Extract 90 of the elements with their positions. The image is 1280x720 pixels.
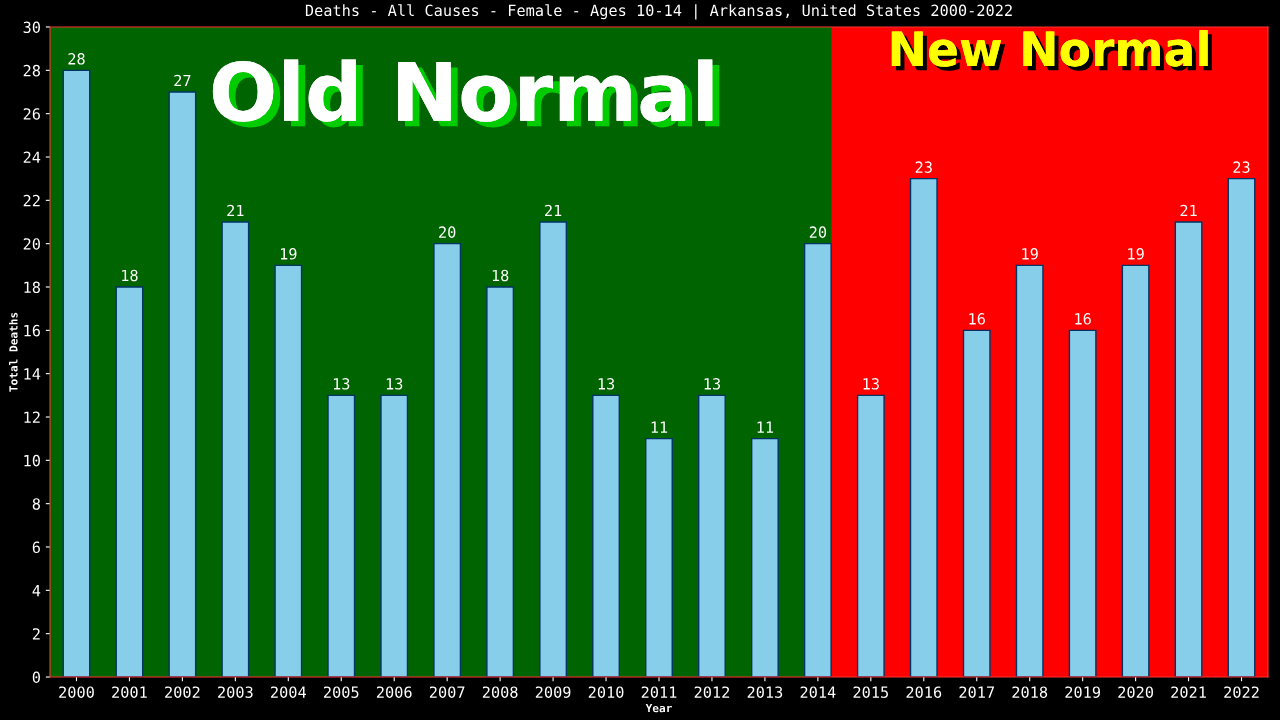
- x-tick-label: 2002: [165, 686, 200, 698]
- bar: [539, 221, 568, 677]
- y-tick-label: 18: [24, 281, 40, 294]
- x-tick-label: 2016: [906, 686, 942, 698]
- data-label: 21: [1180, 204, 1197, 217]
- x-tick-label: 2022: [1224, 686, 1259, 698]
- y-tick-label: 22: [23, 194, 40, 207]
- y-tick-label: 26: [23, 108, 40, 120]
- x-tick-label: 2000: [59, 686, 94, 698]
- bar: [856, 394, 885, 677]
- bar: [962, 329, 991, 677]
- x-tick-label: 2009: [535, 686, 571, 698]
- bar: [486, 286, 515, 677]
- x-tick-label: 2004: [271, 686, 306, 698]
- bar: [1121, 264, 1150, 677]
- bar: [698, 394, 726, 677]
- data-label: 18: [122, 269, 138, 282]
- data-label: 21: [227, 204, 244, 217]
- data-label: 19: [280, 248, 297, 260]
- band-label: New Normal: [891, 30, 1212, 71]
- y-tick-label: 10: [24, 454, 40, 467]
- y-tick-label: 14: [24, 368, 41, 380]
- x-tick-label: 2020: [1118, 686, 1154, 698]
- x-tick-label: 2018: [1012, 686, 1048, 698]
- bar: [1227, 177, 1256, 677]
- data-label: 19: [1022, 248, 1038, 260]
- data-label: 21: [545, 204, 562, 217]
- bar: [750, 437, 779, 677]
- data-label: 28: [68, 53, 85, 65]
- data-label: 18: [492, 269, 509, 282]
- data-label: 23: [915, 161, 932, 173]
- x-tick-label: 2005: [324, 686, 359, 698]
- x-tick-label: 2001: [112, 686, 147, 698]
- data-label: 19: [1128, 248, 1144, 260]
- bar: [433, 242, 462, 677]
- band-label: Old Normal: [212, 59, 720, 128]
- data-label: 16: [969, 313, 985, 325]
- y-axis-title: Total Deaths: [9, 312, 18, 392]
- bar: [115, 286, 144, 677]
- data-label: 27: [174, 74, 191, 87]
- y-tick-label: 20: [23, 238, 40, 250]
- x-tick-label: 2017: [959, 686, 994, 698]
- x-tick-label: 2019: [1065, 686, 1101, 698]
- x-axis-title: Year: [645, 704, 672, 713]
- y-tick-label: 4: [32, 585, 41, 597]
- x-tick-label: 2011: [641, 686, 677, 698]
- x-tick-label: 2007: [429, 686, 465, 698]
- x-tick-label: 2015: [853, 686, 888, 698]
- x-tick-label: 2012: [694, 686, 730, 698]
- bar: [1174, 221, 1203, 677]
- y-tick-label: 16: [24, 324, 40, 337]
- x-tick-label: 2014: [800, 686, 836, 698]
- data-label: 13: [598, 378, 615, 390]
- y-tick-label: 24: [23, 151, 41, 163]
- bar: [327, 394, 356, 677]
- y-tick-label: 30: [23, 21, 40, 34]
- bar: [909, 177, 938, 677]
- bar: [592, 394, 620, 677]
- x-tick-label: 2021: [1171, 686, 1206, 698]
- data-label: 23: [1233, 161, 1250, 173]
- y-tick-label: 8: [32, 498, 40, 510]
- x-tick-label: 2013: [747, 686, 783, 698]
- data-label: 13: [386, 378, 403, 390]
- bar: [645, 437, 673, 677]
- y-tick-label: 28: [23, 64, 40, 77]
- x-tick-label: 2010: [588, 686, 624, 698]
- data-label: 20: [809, 226, 827, 238]
- data-label: 20: [439, 226, 456, 238]
- chart-title: Deaths - All Causes - Female - Ages 10-14 | Arkansas, United States 2000-2022: [305, 4, 1012, 20]
- y-tick-label: 2: [32, 628, 40, 640]
- bar: [168, 91, 197, 677]
- bar: [221, 221, 250, 677]
- y-tick-label: 12: [24, 411, 40, 423]
- data-label: 11: [757, 421, 774, 433]
- bar: [62, 69, 91, 677]
- x-tick-label: 2006: [376, 686, 412, 698]
- y-tick-label: 0: [32, 671, 40, 684]
- bar: [274, 264, 303, 677]
- x-tick-label: 2008: [482, 686, 518, 698]
- bar: [1068, 329, 1097, 677]
- data-label: 13: [863, 378, 879, 390]
- data-label: 11: [651, 421, 668, 433]
- data-label: 16: [1075, 313, 1091, 325]
- bar: [803, 242, 832, 677]
- y-tick-label: 6: [32, 541, 40, 554]
- data-label: 13: [704, 378, 721, 390]
- bar: [380, 394, 409, 677]
- x-tick-label: 2003: [218, 686, 253, 698]
- data-label: 13: [333, 378, 350, 390]
- bar: [1015, 264, 1044, 677]
